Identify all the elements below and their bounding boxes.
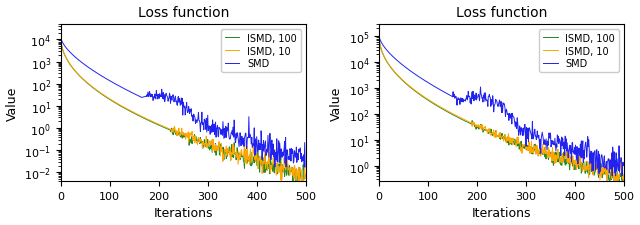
ISMD, 100 xyxy=(375,36,383,38)
ISMD, 10 xyxy=(492,132,499,135)
ISMD, 100 xyxy=(57,37,65,40)
SMD xyxy=(301,166,309,169)
SMD xyxy=(614,168,622,171)
ISMD, 100 xyxy=(175,132,182,135)
X-axis label: Iterations: Iterations xyxy=(154,207,213,219)
ISMD, 10 xyxy=(301,177,309,180)
ISMD, 100 xyxy=(189,139,197,142)
Title: Loss function: Loss function xyxy=(456,6,547,20)
ISMD, 100 xyxy=(606,185,614,188)
SMD xyxy=(175,96,182,99)
ISMD, 100 xyxy=(493,136,500,139)
Legend: ISMD, 100, ISMD, 10, SMD: ISMD, 100, ISMD, 10, SMD xyxy=(221,30,301,73)
Line: ISMD, 10: ISMD, 10 xyxy=(61,38,305,186)
Y-axis label: Value: Value xyxy=(330,86,343,120)
ISMD, 10 xyxy=(175,132,182,135)
SMD xyxy=(296,151,303,153)
Legend: ISMD, 100, ISMD, 10, SMD: ISMD, 100, ISMD, 10, SMD xyxy=(539,30,619,73)
ISMD, 100 xyxy=(301,173,309,176)
X-axis label: Iterations: Iterations xyxy=(472,207,531,219)
SMD xyxy=(57,37,65,40)
SMD xyxy=(575,152,583,154)
ISMD, 100 xyxy=(614,176,622,178)
ISMD, 10 xyxy=(173,135,180,138)
ISMD, 10 xyxy=(521,144,529,147)
ISMD, 100 xyxy=(296,182,303,185)
ISMD, 10 xyxy=(296,185,303,187)
SMD xyxy=(609,175,616,178)
SMD xyxy=(521,124,529,126)
ISMD, 10 xyxy=(614,180,621,182)
Title: Loss function: Loss function xyxy=(138,6,229,20)
ISMD, 10 xyxy=(202,135,210,138)
ISMD, 10 xyxy=(189,139,197,142)
SMD xyxy=(375,36,383,38)
Line: ISMD, 10: ISMD, 10 xyxy=(379,37,623,187)
SMD xyxy=(620,164,627,167)
ISMD, 100 xyxy=(620,179,627,182)
SMD xyxy=(508,113,515,115)
ISMD, 10 xyxy=(493,136,500,139)
SMD xyxy=(189,120,197,123)
ISMD, 10 xyxy=(375,36,383,38)
SMD xyxy=(492,103,499,106)
ISMD, 100 xyxy=(508,144,515,146)
ISMD, 100 xyxy=(521,145,529,148)
SMD xyxy=(271,166,278,169)
ISMD, 100 xyxy=(299,186,307,188)
SMD xyxy=(257,130,265,133)
ISMD, 10 xyxy=(57,37,65,40)
ISMD, 10 xyxy=(300,185,308,188)
ISMD, 100 xyxy=(575,161,583,164)
Y-axis label: Value: Value xyxy=(6,86,19,120)
ISMD, 10 xyxy=(257,155,265,157)
Line: SMD: SMD xyxy=(61,38,305,167)
SMD xyxy=(173,104,180,106)
ISMD, 10 xyxy=(575,155,583,158)
ISMD, 100 xyxy=(492,133,499,135)
ISMD, 10 xyxy=(508,137,515,140)
Line: ISMD, 100: ISMD, 100 xyxy=(61,38,305,187)
SMD xyxy=(202,118,210,120)
ISMD, 100 xyxy=(202,146,210,149)
ISMD, 100 xyxy=(257,160,265,162)
SMD xyxy=(493,100,500,103)
Line: ISMD, 100: ISMD, 100 xyxy=(379,37,623,187)
ISMD, 10 xyxy=(620,182,627,185)
Line: SMD: SMD xyxy=(379,37,623,176)
ISMD, 10 xyxy=(614,185,622,188)
ISMD, 100 xyxy=(173,134,180,137)
